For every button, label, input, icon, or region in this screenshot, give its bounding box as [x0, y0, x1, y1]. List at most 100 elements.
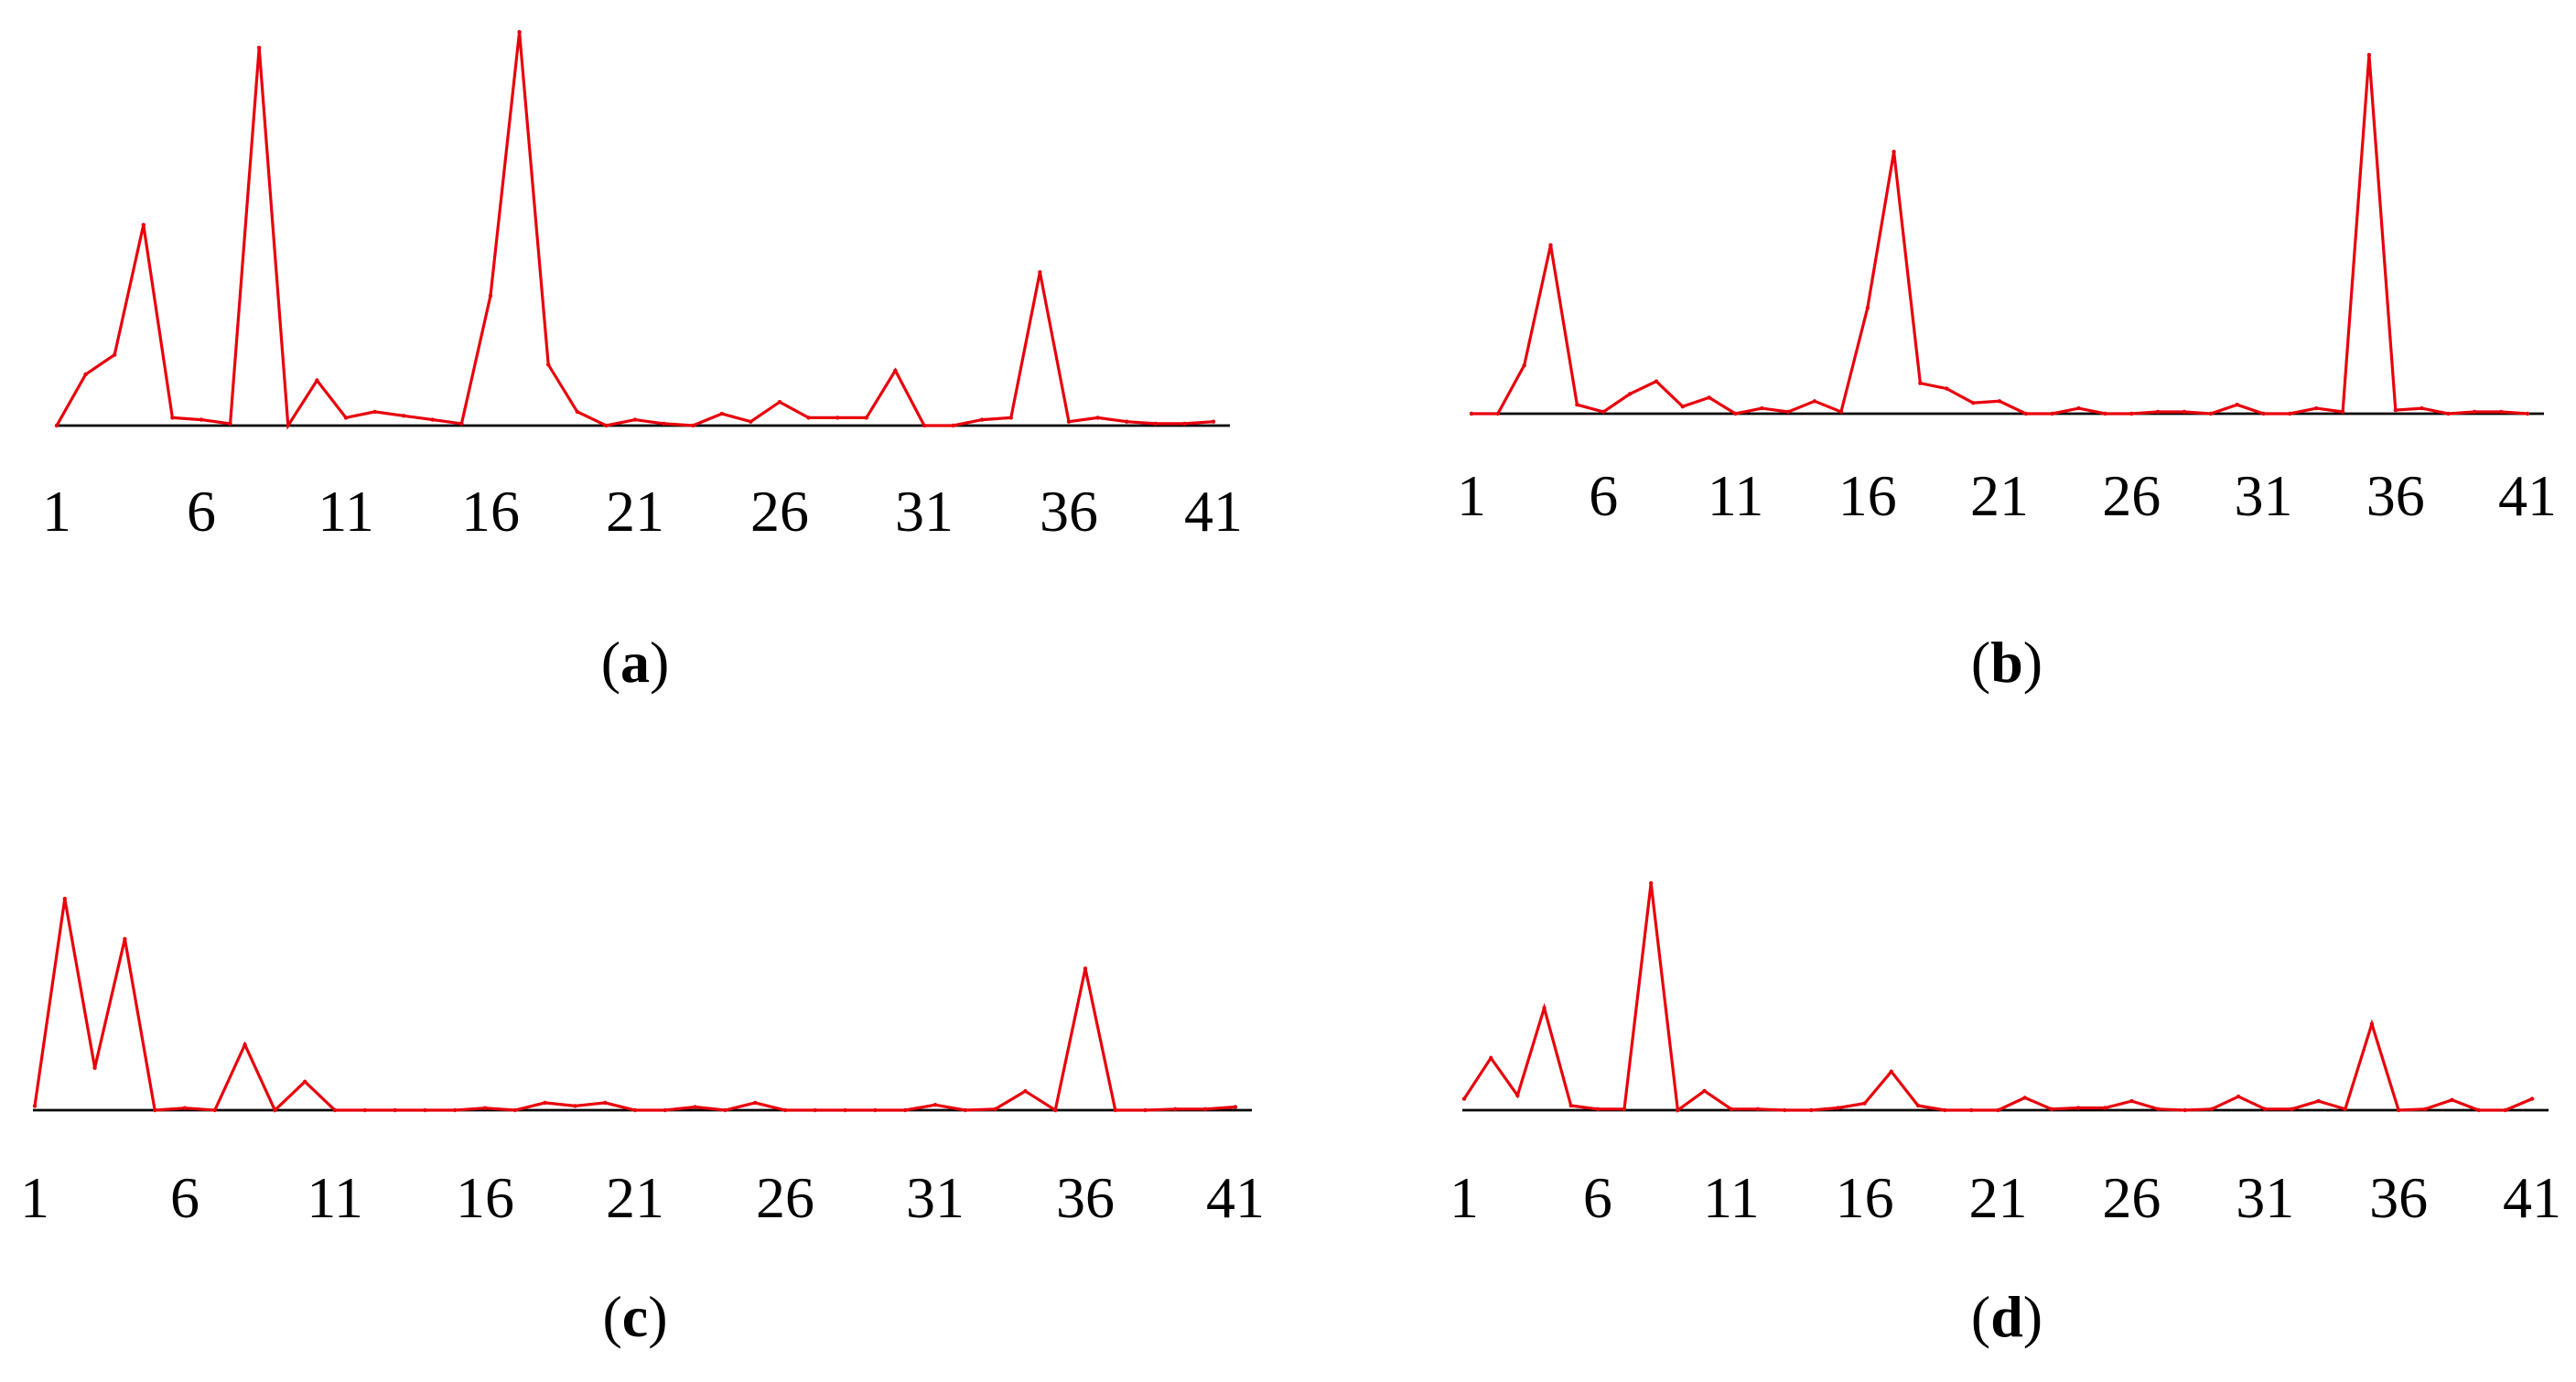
data-point: [512, 1107, 517, 1113]
data-point: [1489, 1055, 1493, 1061]
data-point: [2498, 409, 2504, 415]
data-point: [273, 1107, 277, 1113]
data-point: [83, 372, 88, 377]
data-point: [2525, 411, 2530, 416]
data-point: [123, 936, 127, 942]
data-point: [1889, 1069, 1893, 1074]
data-point: [1865, 306, 1870, 310]
data-point: [2129, 411, 2134, 416]
x-tick-label: 31: [2236, 1165, 2294, 1230]
data-point: [2209, 1107, 2215, 1112]
data-point: [1997, 399, 2002, 404]
x-tick-label: 41: [2498, 463, 2557, 528]
data-point: [1971, 401, 1976, 405]
panel-d: 1 6 11 16 21 26 31 36 41(d): [1450, 880, 2561, 1349]
data-point: [2076, 405, 2081, 411]
data-point: [315, 378, 319, 383]
x-tick-label: 31: [906, 1165, 965, 1230]
data-point: [243, 1042, 247, 1047]
x-tick-label: 36: [2366, 463, 2425, 528]
data-point: [1892, 149, 1896, 154]
data-point: [2343, 1107, 2347, 1112]
data-point: [573, 1104, 577, 1108]
data-point: [951, 423, 955, 428]
data-point: [1095, 416, 1100, 420]
data-point: [2393, 407, 2398, 413]
data-point: [1812, 399, 1817, 404]
data-point: [2022, 1096, 2027, 1100]
data-point: [1495, 411, 1501, 416]
data-point: [604, 423, 609, 428]
x-tick-label: 16: [1836, 1165, 1894, 1230]
data-point: [873, 1107, 878, 1113]
data-point: [343, 416, 349, 420]
data-point: [777, 400, 782, 405]
data-point: [199, 417, 204, 422]
x-tick-label: 31: [2235, 463, 2293, 528]
data-point: [54, 423, 59, 428]
data-point: [963, 1107, 968, 1113]
data-point: [2235, 403, 2239, 407]
data-point: [813, 1107, 817, 1113]
data-point: [691, 423, 695, 428]
data-point: [2529, 1096, 2535, 1101]
x-tick-label: 26: [756, 1165, 814, 1230]
data-point: [1233, 1105, 1238, 1109]
data-point: [459, 421, 464, 426]
data-point: [1945, 386, 1949, 391]
data-point: [362, 1107, 367, 1113]
data-point: [92, 1065, 97, 1071]
data-point: [393, 1107, 397, 1113]
data-point: [993, 1107, 997, 1112]
data-point: [693, 1105, 697, 1109]
data-point: [1654, 379, 1659, 383]
x-tick-label: 1: [1457, 463, 1486, 528]
data-point: [303, 1079, 307, 1085]
data-point: [1023, 1089, 1028, 1094]
data-point: [2340, 409, 2345, 415]
data-point: [402, 414, 406, 418]
data-point: [2182, 409, 2187, 415]
x-tick-label: 6: [187, 479, 216, 544]
x-tick-label: 11: [307, 1165, 363, 1230]
data-point: [1862, 1101, 1867, 1106]
data-point: [372, 409, 377, 415]
data-point: [575, 409, 579, 415]
x-tick-label: 36: [1056, 1165, 1115, 1230]
x-tick-label: 6: [1589, 463, 1618, 528]
data-point: [453, 1107, 458, 1113]
series-line: [1471, 54, 2528, 416]
data-point: [1702, 1088, 1707, 1094]
x-tick-label: 21: [1969, 1165, 2028, 1230]
data-point: [1203, 1107, 1208, 1112]
data-point: [2288, 411, 2292, 416]
panel-caption: (a): [601, 630, 670, 695]
x-tick-label: 26: [750, 479, 809, 544]
data-point: [1053, 1107, 1058, 1113]
data-point: [1996, 1107, 2000, 1113]
data-point: [1211, 419, 1216, 424]
data-point: [603, 1100, 608, 1106]
data-point: [488, 293, 493, 298]
data-point: [1008, 416, 1014, 420]
data-point: [543, 1100, 547, 1106]
x-tick-label: 16: [1838, 463, 1897, 528]
data-point: [1622, 1107, 1627, 1112]
data-point: [170, 416, 175, 420]
data-point: [2366, 52, 2372, 58]
series-line: [55, 31, 1214, 430]
data-point: [806, 416, 811, 420]
data-point: [153, 1107, 157, 1113]
data-point: [423, 1107, 427, 1113]
data-point: [1680, 405, 1686, 409]
data-point: [332, 1107, 338, 1113]
x-tick-label: 31: [895, 479, 954, 544]
panel-caption: (c): [602, 1284, 667, 1349]
x-tick-label: 41: [1206, 1165, 1265, 1230]
data-point: [2155, 409, 2161, 415]
data-point: [753, 1100, 758, 1106]
data-point: [1676, 1107, 1680, 1113]
data-point: [141, 222, 146, 227]
data-point: [1469, 411, 1474, 416]
